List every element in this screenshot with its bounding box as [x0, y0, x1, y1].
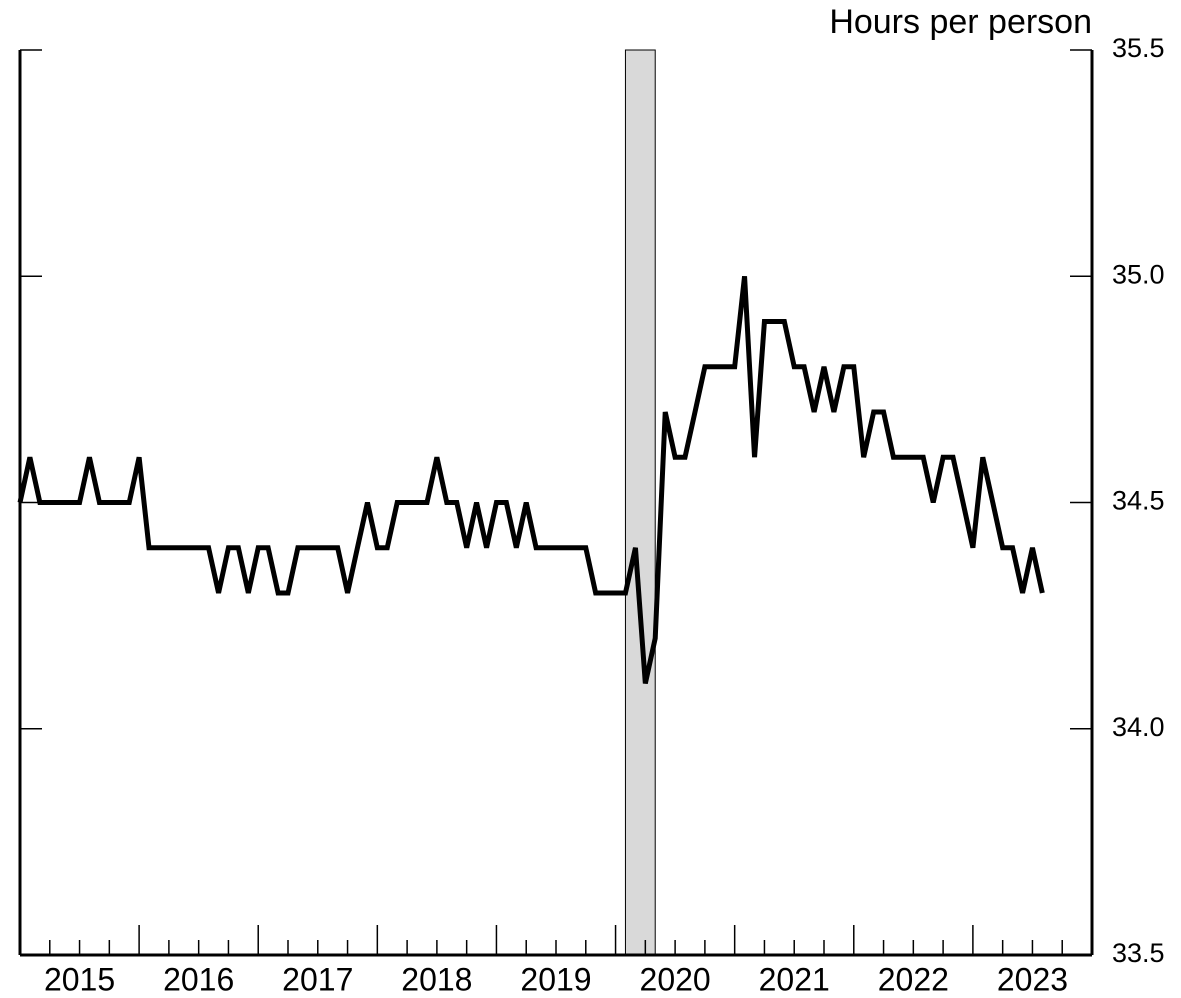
x-tick-label: 2020 — [640, 961, 711, 997]
y-tick-label: 35.0 — [1112, 259, 1165, 289]
y-tick-label: 33.5 — [1112, 938, 1165, 968]
x-tick-label: 2015 — [44, 961, 115, 997]
y-tick-label: 35.5 — [1112, 33, 1165, 63]
x-tick-label: 2022 — [878, 961, 949, 997]
x-tick-label: 2023 — [997, 961, 1068, 997]
x-tick-label: 2021 — [759, 961, 830, 997]
recession-shade — [624, 49, 656, 956]
x-tick-label: 2019 — [520, 961, 591, 997]
y-tick-label: 34.5 — [1112, 486, 1165, 516]
x-tick-label: 2016 — [163, 961, 234, 997]
x-tick-label: 2017 — [282, 961, 353, 997]
y-axis-label: Hours per person — [829, 3, 1092, 41]
data-line — [17, 275, 1045, 685]
y-tick-label: 34.0 — [1112, 712, 1165, 742]
x-tick-label: 2018 — [401, 961, 472, 997]
